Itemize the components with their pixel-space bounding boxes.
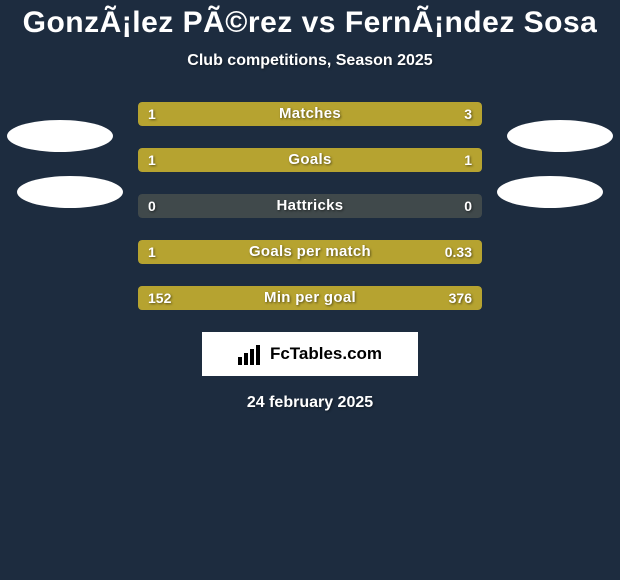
stat-row: 152 Min per goal 376: [138, 286, 482, 310]
comparison-chart: 1 Matches 3 1 Goals 1 0 Hattricks 0 1 Go…: [0, 102, 620, 310]
page-title: GonzÃ¡lez PÃ©rez vs FernÃ¡ndez Sosa: [0, 0, 620, 40]
branding-badge: FcTables.com: [202, 332, 418, 376]
stat-row: 1 Goals per match 0.33: [138, 240, 482, 264]
stat-row: 1 Goals 1: [138, 148, 482, 172]
stat-value-right: 0.33: [445, 240, 472, 264]
branding-text: FcTables.com: [270, 344, 382, 364]
stat-label: Hattricks: [138, 194, 482, 218]
stat-row: 1 Matches 3: [138, 102, 482, 126]
stat-label: Goals per match: [138, 240, 482, 264]
footer-date: 24 february 2025: [0, 394, 620, 412]
stat-value-right: 376: [449, 286, 472, 310]
stat-label: Goals: [138, 148, 482, 172]
stat-value-right: 3: [464, 102, 472, 126]
stat-label: Matches: [138, 102, 482, 126]
stat-value-right: 1: [464, 148, 472, 172]
stat-label: Min per goal: [138, 286, 482, 310]
bars-icon: [238, 343, 264, 365]
stat-value-right: 0: [464, 194, 472, 218]
stat-row: 0 Hattricks 0: [138, 194, 482, 218]
page-subtitle: Club competitions, Season 2025: [0, 52, 620, 70]
